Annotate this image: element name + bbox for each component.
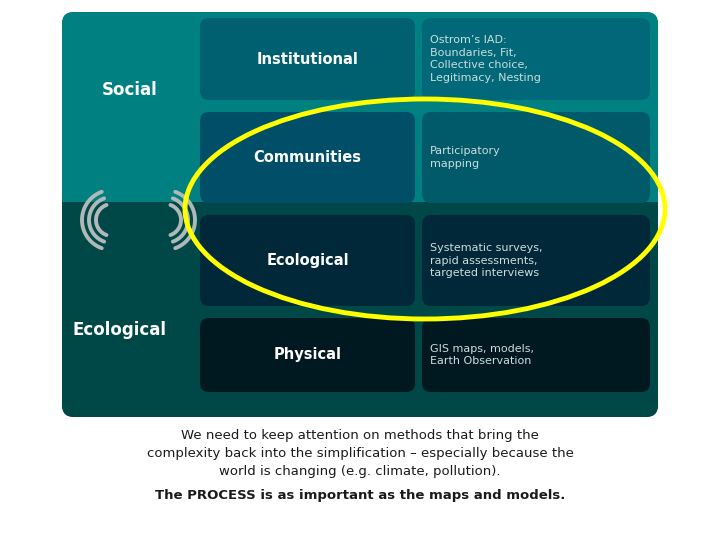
FancyBboxPatch shape — [200, 18, 415, 100]
FancyBboxPatch shape — [422, 112, 650, 203]
FancyBboxPatch shape — [62, 12, 658, 417]
Text: The PROCESS is as important as the maps and models.: The PROCESS is as important as the maps … — [155, 489, 565, 502]
Text: Systematic surveys,
rapid assessments,
targeted interviews: Systematic surveys, rapid assessments, t… — [430, 243, 542, 278]
Text: Social: Social — [102, 81, 158, 99]
FancyBboxPatch shape — [62, 12, 658, 212]
Text: world is changing (e.g. climate, pollution).: world is changing (e.g. climate, polluti… — [220, 464, 500, 477]
Text: Institutional: Institutional — [256, 51, 359, 66]
FancyBboxPatch shape — [200, 318, 415, 392]
Text: Ecological: Ecological — [266, 253, 348, 268]
Text: Ecological: Ecological — [73, 321, 167, 339]
Text: Ostrom’s IAD:
Boundaries, Fit,
Collective choice,
Legitimacy, Nesting: Ostrom’s IAD: Boundaries, Fit, Collectiv… — [430, 36, 541, 83]
FancyBboxPatch shape — [200, 112, 415, 203]
FancyBboxPatch shape — [62, 202, 658, 222]
FancyBboxPatch shape — [422, 215, 650, 306]
Text: GIS maps, models,
Earth Observation: GIS maps, models, Earth Observation — [430, 344, 534, 366]
Text: Physical: Physical — [274, 348, 341, 362]
Text: Communities: Communities — [253, 150, 361, 165]
FancyBboxPatch shape — [62, 212, 658, 417]
FancyBboxPatch shape — [62, 212, 658, 227]
Text: complexity back into the simplification – especially because the: complexity back into the simplification … — [147, 447, 573, 460]
Text: Participatory
mapping: Participatory mapping — [430, 146, 500, 168]
FancyBboxPatch shape — [200, 215, 415, 306]
Text: We need to keep attention on methods that bring the: We need to keep attention on methods tha… — [181, 429, 539, 442]
FancyBboxPatch shape — [422, 318, 650, 392]
FancyBboxPatch shape — [422, 18, 650, 100]
FancyBboxPatch shape — [62, 192, 658, 222]
